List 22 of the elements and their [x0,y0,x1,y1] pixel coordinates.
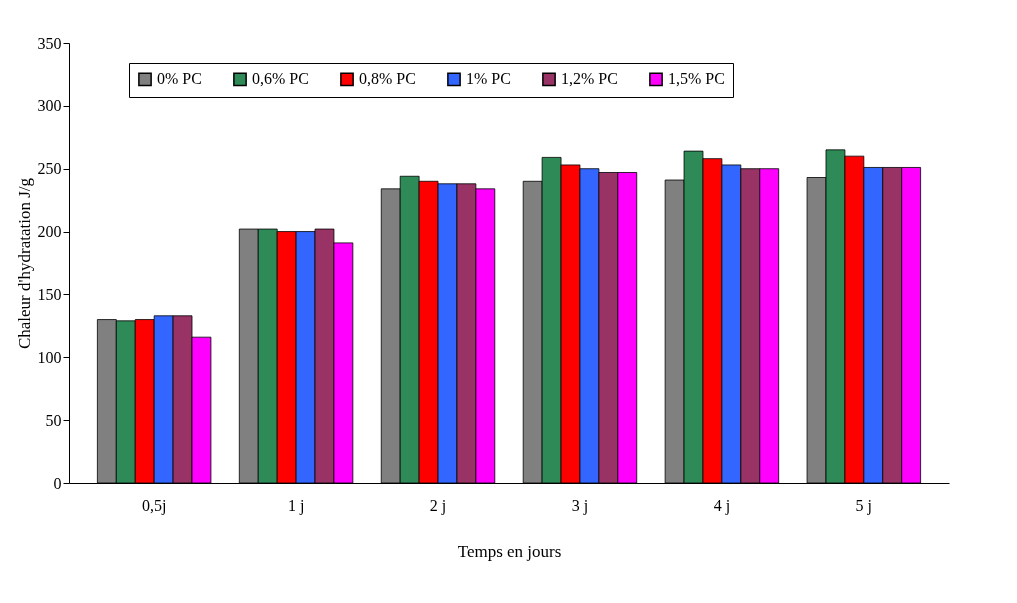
legend-label: 0,6% PC [252,70,309,88]
y-tick-label: 100 [37,348,62,366]
legend-label: 1,5% PC [668,70,725,88]
y-tick-label: 350 [37,34,62,52]
y-tick-label: 200 [37,223,62,241]
x-axis-title: Temps en jours [457,541,562,561]
x-tick-label: 5 j [855,496,873,515]
y-axis-title: Chaleur d'hydratation J/g [14,177,34,350]
legend-label: 1% PC [466,70,511,88]
legend-label: 0% PC [157,70,202,88]
legend-label: 1,2% PC [561,70,618,88]
y-tick-label: 150 [37,285,62,303]
x-tick-label: 3 j [571,496,589,515]
y-tick-label: 300 [37,97,62,115]
y-tick-label: 250 [37,160,62,178]
x-tick-label: 4 j [713,496,731,515]
y-tick-label: 0 [53,474,62,492]
legend-label: 0,8% PC [359,70,416,88]
x-tick-label: 1 j [287,496,305,515]
y-tick-label: 50 [45,411,62,429]
x-tick-label: 0,5j [141,496,167,515]
x-tick-label: 2 j [429,496,447,515]
